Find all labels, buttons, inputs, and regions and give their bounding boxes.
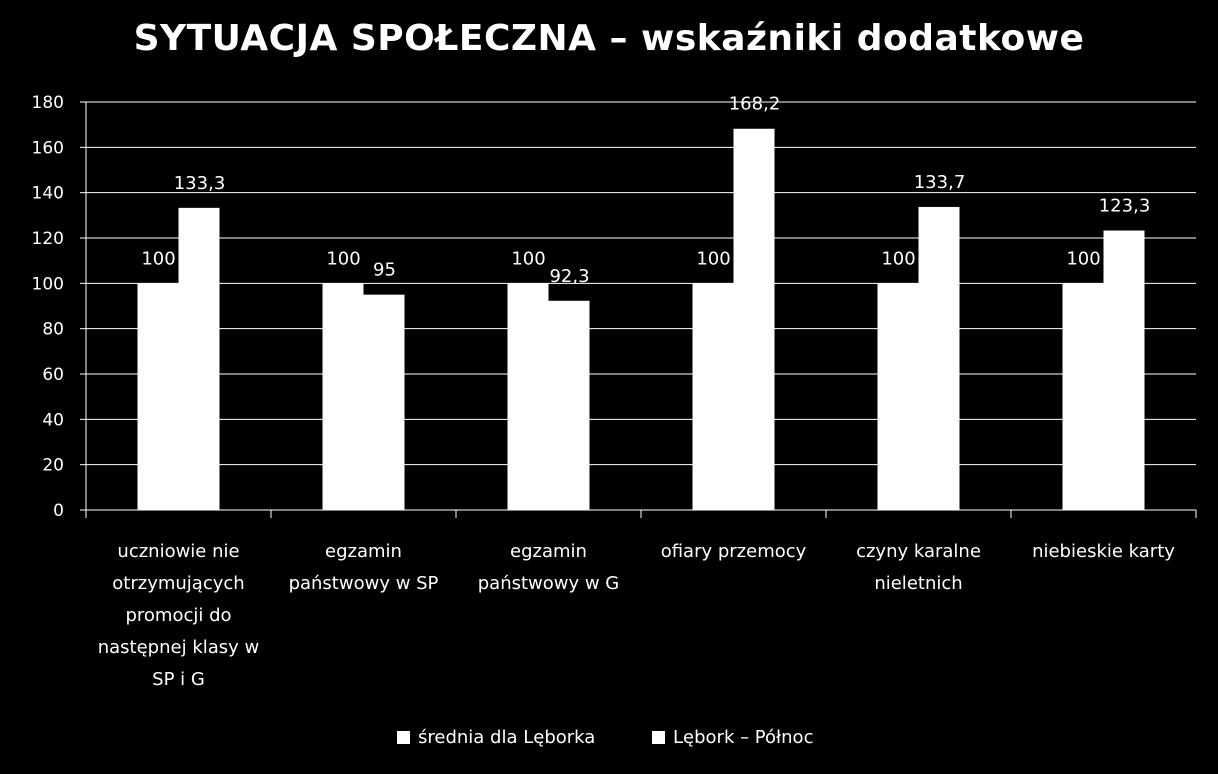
y-tick-label: 20 bbox=[42, 456, 64, 476]
category-label: uczniowie nie otrzymujących promocji do nas… bbox=[98, 541, 260, 690]
bar-series-0-cat-4 bbox=[877, 283, 919, 510]
category-label-line: uczniowie nie bbox=[117, 541, 239, 562]
category-label-line: nieletnich bbox=[874, 573, 962, 594]
category-label: ofiary przemocy bbox=[661, 541, 807, 562]
y-tick-label: 160 bbox=[32, 138, 64, 158]
legend-label-0: średnia dla Lęborka bbox=[418, 727, 595, 748]
y-tick-label: 40 bbox=[42, 410, 64, 430]
legend-swatch-0 bbox=[397, 731, 410, 744]
y-tick-label: 80 bbox=[42, 320, 64, 340]
data-label: 95 bbox=[373, 260, 396, 281]
data-label: 133,3 bbox=[174, 173, 226, 194]
category-labels: uczniowie nie otrzymujących promocji do nas… bbox=[98, 541, 1176, 690]
y-tick-label: 140 bbox=[32, 184, 64, 204]
y-tick-label: 0 bbox=[53, 501, 64, 521]
chart-title: SYTUACJA SPOŁECZNA – wskaźniki dodatkowe bbox=[133, 18, 1085, 59]
category-label: niebieskie karty bbox=[1032, 541, 1175, 562]
category-label-line: czyny karalne bbox=[856, 541, 981, 562]
data-label: 100 bbox=[326, 248, 360, 269]
data-label: 100 bbox=[881, 248, 915, 269]
bar-series-0-cat-0 bbox=[137, 283, 179, 510]
legend-swatch-1 bbox=[652, 731, 665, 744]
y-tick-label: 60 bbox=[42, 365, 64, 385]
y-tick-label: 180 bbox=[32, 93, 64, 113]
bar-series-0-cat-2 bbox=[507, 283, 549, 510]
category-label: egzamin państwowy w G bbox=[478, 541, 620, 594]
bar-series-0-cat-5 bbox=[1062, 283, 1104, 510]
category-label-line: SP i G bbox=[152, 669, 205, 690]
grid-lines bbox=[86, 101, 1196, 466]
bar-series-1-cat-5 bbox=[1103, 230, 1145, 510]
category-label-line: państwowy w SP bbox=[289, 573, 439, 594]
data-label: 100 bbox=[1066, 248, 1100, 269]
category-label-line: następnej klasy w bbox=[98, 637, 260, 658]
bar-series-1-cat-3 bbox=[733, 128, 775, 510]
axes: 0 20 40 60 80 100 120 140 160 180 bbox=[32, 93, 1197, 521]
bar-series-0-cat-3 bbox=[692, 283, 734, 510]
legend: średnia dla Lęborka Lębork – Północ bbox=[397, 727, 813, 748]
data-label: 133,7 bbox=[914, 172, 966, 193]
bars bbox=[137, 128, 1145, 511]
category-label-line: egzamin bbox=[510, 541, 587, 562]
category-label-line: państwowy w G bbox=[478, 573, 620, 594]
bar-series-1-cat-0 bbox=[178, 207, 220, 510]
bar-series-1-cat-4 bbox=[918, 206, 960, 511]
y-tick-label: 120 bbox=[32, 229, 64, 249]
data-label: 100 bbox=[511, 248, 545, 269]
data-label: 123,3 bbox=[1099, 196, 1151, 217]
category-label-line: egzamin bbox=[325, 541, 402, 562]
category-label-line: promocji do bbox=[125, 605, 231, 626]
data-label: 168,2 bbox=[729, 94, 781, 115]
category-label-line: ofiary przemocy bbox=[661, 541, 807, 562]
bar-series-0-cat-1 bbox=[322, 283, 364, 510]
bar-series-1-cat-2 bbox=[548, 300, 590, 510]
bar-series-1-cat-1 bbox=[363, 294, 405, 510]
category-label: egzamin państwowy w SP bbox=[289, 541, 439, 594]
data-label: 100 bbox=[696, 248, 730, 269]
category-label-line: niebieskie karty bbox=[1032, 541, 1175, 562]
data-label: 100 bbox=[141, 248, 175, 269]
y-tick-label: 100 bbox=[32, 274, 64, 294]
data-labels: 100133,31009510092,3100168,2100133,71001… bbox=[141, 94, 1150, 287]
data-label: 92,3 bbox=[549, 266, 589, 287]
category-label: czyny karalne nieletnich bbox=[856, 541, 981, 594]
legend-label-1: Lębork – Północ bbox=[673, 727, 813, 748]
category-label-line: otrzymujących bbox=[112, 573, 244, 594]
